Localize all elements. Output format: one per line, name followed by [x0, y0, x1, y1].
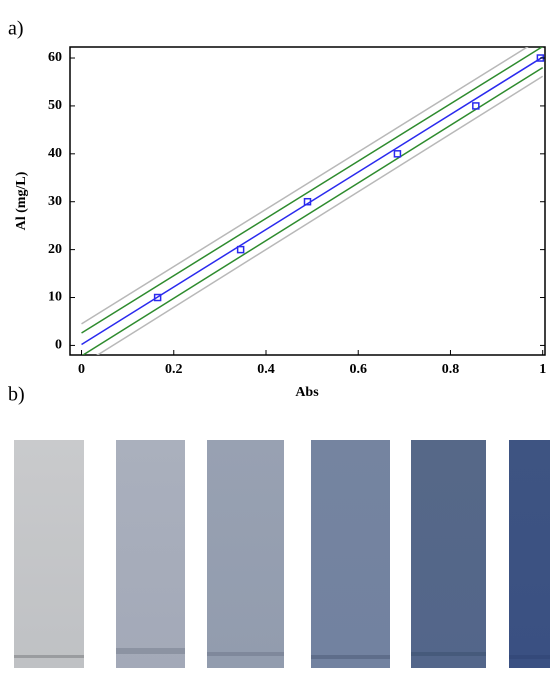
y-tick-label: 50 [48, 98, 62, 113]
fit-line [96, 75, 544, 355]
fit-line [81, 47, 544, 334]
x-tick-label: 0.4 [257, 362, 275, 377]
y-tick-label: 0 [55, 338, 62, 353]
x-tick-label: 0.8 [442, 362, 460, 377]
x-axis-label: Abs [295, 385, 319, 400]
strip-edge [411, 652, 486, 656]
photo-strip [411, 440, 486, 668]
plot-frame [69, 46, 546, 356]
strip-edge [14, 655, 84, 658]
photo-strip [207, 440, 284, 668]
strip-edge [509, 655, 550, 659]
photo-strip [311, 440, 390, 668]
data-point [393, 150, 402, 158]
y-tick-label: 10 [48, 290, 62, 305]
y-tick-label: 40 [48, 146, 62, 161]
data-point [472, 102, 480, 110]
photo-strip [116, 440, 185, 668]
strip-edge [207, 652, 284, 656]
y-tick-label: 60 [48, 50, 62, 65]
plot-area [81, 47, 545, 355]
y-tick-label: 20 [48, 242, 62, 257]
x-tick-label: 0.2 [165, 362, 183, 377]
data-point [153, 293, 162, 302]
data-point [303, 197, 312, 206]
fit-line [81, 56, 544, 346]
strip-edge [116, 648, 185, 654]
data-point [236, 245, 245, 254]
panel-label: a) [8, 18, 24, 40]
y-axis-label: Al (mg/L) [14, 171, 29, 230]
photo-strip [509, 440, 550, 668]
strip-edge [311, 655, 390, 659]
x-tick-label: 0 [78, 362, 85, 377]
y-tick-label: 30 [48, 194, 62, 209]
x-tick-label: 0.6 [349, 362, 367, 377]
panel-label: b) [8, 384, 25, 406]
fit-line [81, 66, 544, 355]
photo-strip [14, 440, 84, 668]
x-tick-label: 1 [539, 362, 546, 377]
fit-line [81, 47, 529, 325]
photo-strips [14, 440, 550, 668]
